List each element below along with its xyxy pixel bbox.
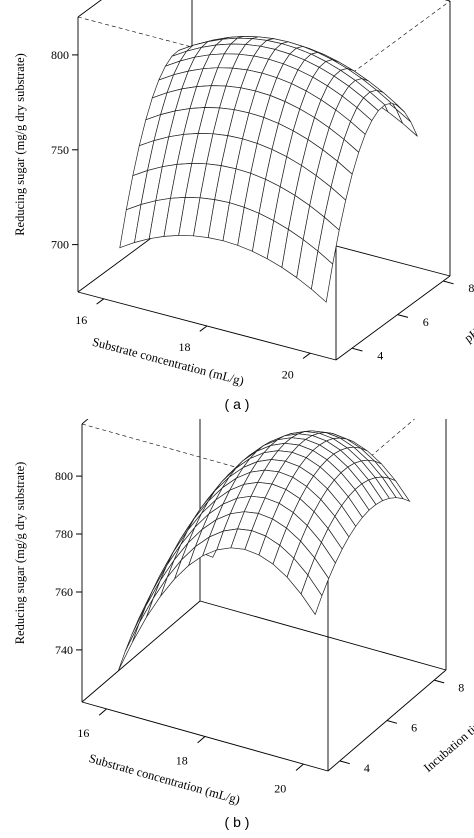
box-edge (81, 419, 89, 425)
x-axis-title: Substrate concentration (mL/g) (91, 335, 246, 388)
z-tick-label: 740 (55, 643, 73, 657)
y-axis-title: pH (462, 325, 474, 345)
x-tick-label: 18 (179, 340, 191, 354)
z-tick-label: 800 (55, 469, 73, 483)
y-tick-label: 4 (377, 348, 383, 362)
y-tick (434, 679, 445, 684)
x-tick (302, 352, 311, 359)
x-tick (98, 708, 107, 716)
surface-plot-a: 16 18 20 4 6 8 700 750 800 Substrate concentratio… (13, 0, 474, 388)
y-tick-label: 6 (423, 315, 429, 329)
y-tick (397, 314, 409, 318)
panel-b-label: ( b ) (224, 814, 250, 830)
y-tick-label: 4 (364, 761, 370, 775)
box-edge (199, 600, 447, 671)
y-axis-title: Incubation time (h) (421, 701, 474, 774)
surface-cell (118, 622, 140, 671)
y-tick (443, 280, 454, 285)
y-tick-label: 6 (411, 721, 417, 735)
x-tick (96, 298, 105, 305)
panel-a-label: ( a ) (224, 396, 250, 412)
y-tick-label: 8 (468, 281, 474, 295)
box-edge (444, 0, 451, 2)
z-axis-title: Reducing sugar (mg/g dry substrate) (13, 53, 27, 236)
z-tick-label: 760 (55, 585, 73, 599)
z-tick-label: 750 (51, 143, 69, 157)
surface-plot-b: 16 18 20 4 6 8 740 760 780 800 Substrate concentra… (13, 419, 474, 807)
x-tick-label: 16 (77, 726, 89, 740)
y-tick-label: 8 (458, 680, 464, 694)
box-edge (335, 275, 451, 361)
x-tick (295, 763, 304, 771)
surface-cell (395, 108, 418, 137)
x-tick (197, 736, 206, 744)
y-tick (339, 760, 350, 765)
surface-cell (132, 598, 154, 643)
z-tick-label: 800 (51, 48, 69, 62)
surface-cell (311, 250, 334, 303)
z-tick-label: 700 (51, 238, 69, 252)
box-edge (81, 600, 201, 703)
y-tick (351, 347, 363, 352)
z-tick-label: 780 (55, 527, 73, 541)
box-edge-back (327, 419, 415, 494)
surface-cell (300, 574, 323, 616)
z-axis-title: Reducing sugar (mg/g dry substrate) (13, 462, 27, 645)
x-tick-label: 20 (274, 781, 286, 795)
box-edge-back (335, 0, 451, 86)
x-tick-label: 16 (75, 313, 87, 327)
x-axis-title: Substrate concentration (mL/g) (87, 751, 241, 807)
box-edge (77, 0, 102, 18)
y-tick (386, 720, 398, 724)
x-tick-label: 20 (282, 367, 294, 381)
x-tick (199, 325, 208, 332)
panel-a: 16 18 20 4 6 8 700 750 800 Substrate concentratio… (13, 0, 474, 412)
x-tick-label: 18 (176, 754, 188, 768)
panel-b: 16 18 20 4 6 8 740 760 780 800 Substrate concentra… (0, 419, 474, 838)
